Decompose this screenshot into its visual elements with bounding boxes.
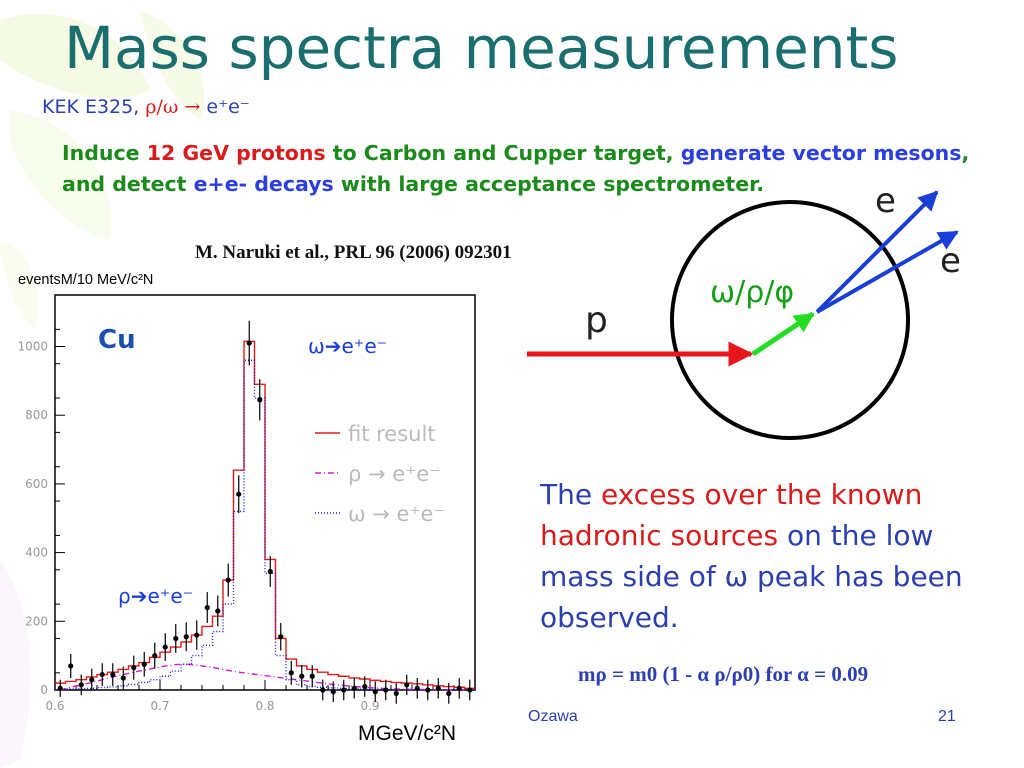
x-tick-label: 0.9	[360, 699, 379, 713]
data-point	[110, 671, 116, 678]
data-point	[288, 670, 294, 676]
footer-author: Ozawa	[528, 708, 578, 725]
electron-label-2: e	[940, 241, 961, 281]
subtitle-suffix: e⁺e⁻	[206, 96, 250, 118]
slide-title: Mass spectra measurements	[64, 14, 899, 82]
data-point	[425, 687, 431, 693]
data-point	[246, 340, 252, 346]
data-point	[467, 687, 473, 693]
data-point	[120, 675, 126, 681]
experiment-description: Induce 12 GeV protons to Carbon and Cupp…	[62, 138, 977, 200]
data-point	[225, 577, 231, 583]
data-point	[278, 634, 284, 640]
reaction-diagram: p ω/ρ/φ e e	[527, 181, 961, 440]
x-tick-label: 0.7	[150, 699, 169, 713]
excess-tail: on the low mass side of ω peak has been …	[540, 519, 963, 634]
x-axis-label: MGeV/c²N	[358, 722, 457, 745]
data-point	[141, 661, 147, 667]
desc-part: generate vector mesons	[680, 141, 962, 165]
beam-label: p	[585, 300, 608, 341]
desc-part: with large acceptance spectrometer.	[333, 172, 765, 196]
data-point	[173, 635, 179, 642]
rho-component-line	[60, 663, 470, 691]
data-point	[152, 653, 158, 659]
desc-part: 12 GeV protons	[146, 141, 326, 165]
data-point	[236, 491, 242, 497]
y-axis-label: eventsM/10 MeV/c²N	[18, 272, 154, 288]
data-point	[99, 671, 105, 678]
fit-result-histogram	[55, 340, 475, 689]
data-point	[351, 685, 357, 691]
rho-peak-label: ρ➔e⁺e⁻	[118, 584, 193, 608]
data-point	[435, 685, 441, 691]
data-point	[57, 685, 63, 691]
data-point	[299, 673, 305, 679]
mass-spectrum-chart: 0 200 400 600 800 1000 0.6 0.7 0.8 0.9 fit result ρ…	[17, 294, 476, 713]
meson-arrow	[751, 311, 815, 357]
y-tick-label: 200	[25, 614, 48, 628]
legend-label: fit result	[348, 422, 436, 446]
experiment-subtitle: KEK E325, ρ/ω → e⁺e⁻	[42, 96, 250, 118]
data-point	[162, 644, 168, 650]
data-point	[456, 685, 462, 691]
data-point	[414, 685, 420, 691]
data-point	[372, 689, 378, 695]
excess-lead: The	[540, 478, 601, 511]
data-point	[383, 687, 389, 693]
meson-label: ω/ρ/φ	[710, 275, 794, 310]
excess-statement: The excess over the known hadronic sourc…	[540, 474, 990, 638]
target-label: Cu	[98, 325, 136, 355]
legend-label: ω → e⁺e⁻	[348, 502, 445, 526]
data-point	[131, 665, 137, 671]
y-tick-label: 1000	[17, 340, 48, 354]
data-point	[330, 689, 336, 695]
footer-page-number: 21	[938, 708, 956, 725]
desc-part: , and detect	[62, 141, 970, 196]
x-tick-label: 0.8	[255, 699, 274, 713]
detector-ring	[670, 200, 910, 440]
data-point	[78, 682, 84, 688]
desc-part: to Carbon and Cupper target,	[325, 141, 681, 165]
data-point	[362, 683, 368, 690]
omega-component-histogram	[55, 359, 475, 691]
legend-label: ρ → e⁺e⁻	[348, 462, 440, 486]
data-point	[215, 608, 221, 614]
y-tick-label: 600	[25, 477, 48, 491]
data-point	[204, 604, 210, 611]
desc-part: e+e- decays	[193, 172, 334, 196]
data-point	[320, 687, 326, 693]
data-point	[194, 632, 200, 638]
data-point	[89, 677, 95, 683]
data-point	[68, 663, 74, 669]
y-tick-label: 0	[40, 683, 48, 697]
data-point	[341, 687, 347, 693]
excess-highlight: excess over the known hadronic sources	[540, 478, 923, 552]
subtitle-prefix: KEK E325,	[42, 96, 146, 118]
data-point	[267, 568, 273, 575]
data-point	[183, 634, 189, 640]
data-point	[446, 690, 452, 697]
electron-label-1: e	[875, 181, 896, 221]
subtitle-symbols: ρ/ω →	[145, 96, 207, 118]
data-point	[257, 397, 263, 403]
x-tick-label: 0.6	[45, 699, 64, 713]
omega-peak-label: ω➔e⁺e⁻	[308, 334, 387, 358]
paper-reference: M. Naruki et al., PRL 96 (2006) 092301	[195, 242, 512, 263]
data-point	[393, 690, 399, 697]
desc-part: Induce	[62, 141, 147, 165]
data-point	[309, 673, 315, 679]
electron-arrow-1	[815, 190, 939, 314]
data-point	[404, 682, 410, 688]
electron-arrow-2	[816, 230, 959, 314]
mass-formula: mρ = m0 (1 - α ρ/ρ0) for α = 0.09	[578, 662, 869, 686]
y-tick-label: 400	[25, 546, 48, 560]
y-tick-label: 800	[25, 408, 48, 422]
